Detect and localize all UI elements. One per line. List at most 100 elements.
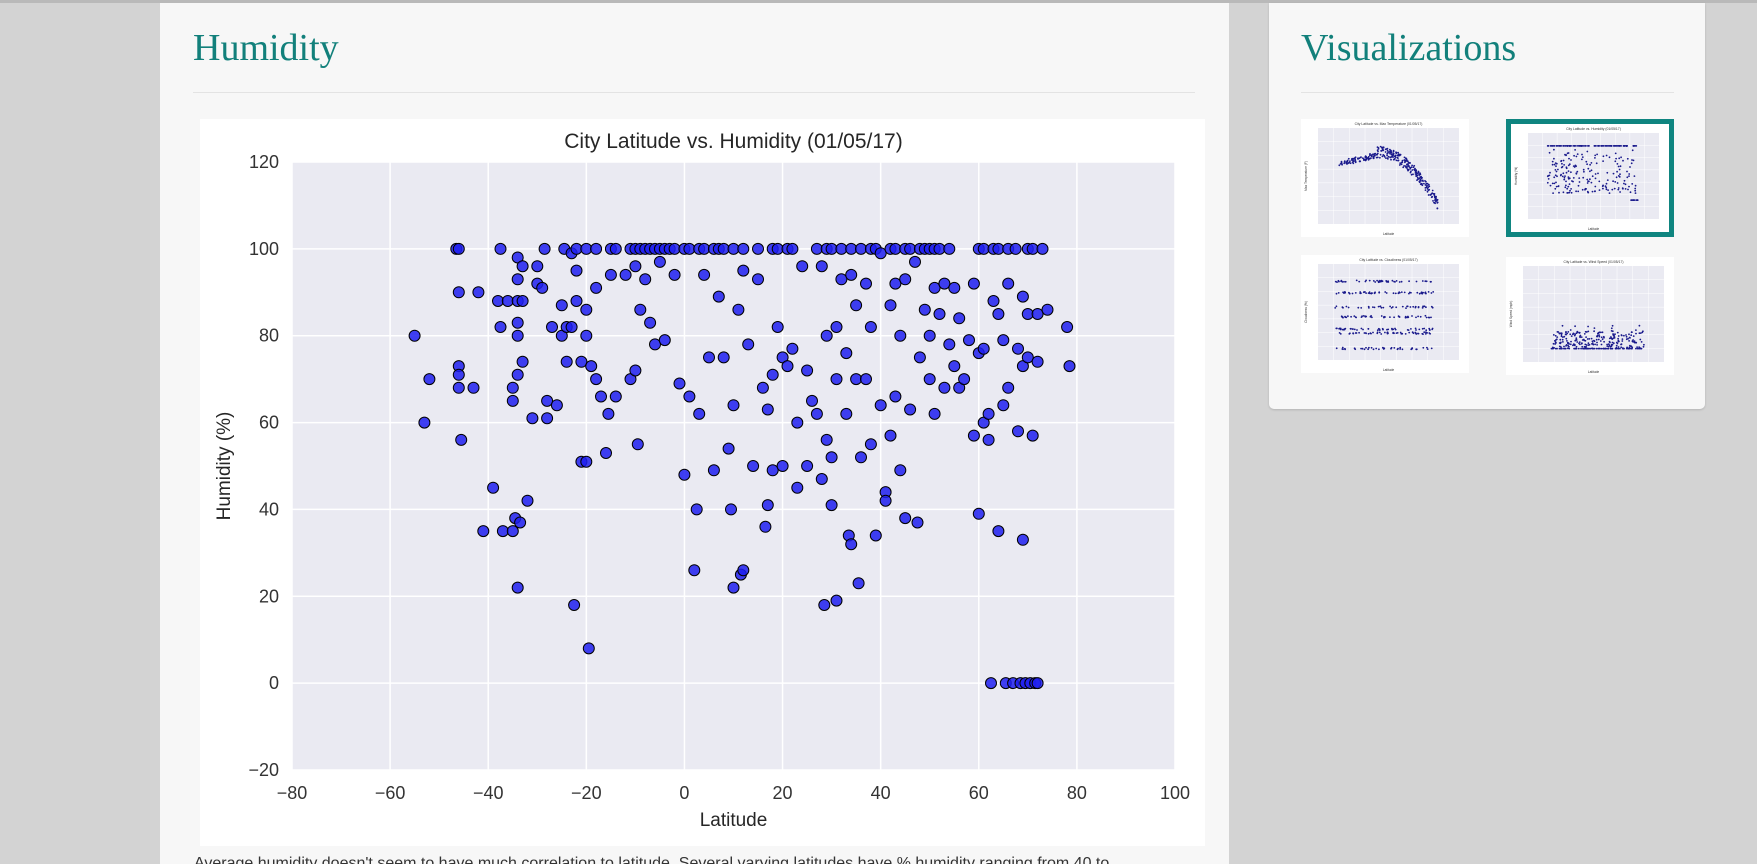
thumbnail-point <box>1601 145 1604 147</box>
thumbnail-point <box>1633 340 1636 343</box>
thumbnail-point <box>1411 169 1414 171</box>
thumbnail-point <box>1632 159 1635 162</box>
data-point <box>604 268 617 281</box>
thumbnail-point <box>1430 347 1433 350</box>
thumbnail-point <box>1561 162 1563 165</box>
thumbnail-point <box>1369 157 1371 160</box>
thumbnail-point <box>1552 342 1555 345</box>
data-point <box>712 290 725 303</box>
thumbnail-point <box>1373 306 1376 309</box>
thumbnail-point <box>1554 187 1557 190</box>
thumbnail-point <box>1600 145 1603 147</box>
data-point <box>766 464 779 477</box>
thumbnail-point <box>1431 189 1434 192</box>
thumbnail-point <box>1628 347 1630 350</box>
thumbnail-point <box>1416 179 1418 181</box>
wind-speed-thumbnail-chart: City Latitude vs. Wind Speed (01/05/17) L… <box>1509 260 1664 374</box>
thumbnail-point <box>1355 279 1358 282</box>
thumbnail-point <box>1607 189 1609 191</box>
thumbnail-point <box>1387 155 1390 158</box>
thumbnail-point <box>1625 335 1628 338</box>
thumbnail-point <box>1616 145 1618 147</box>
thumbnail-point <box>1622 145 1625 147</box>
thumbnail-point <box>1620 346 1623 349</box>
thumbnail-point <box>1335 305 1338 308</box>
thumbnail-point <box>1594 157 1596 159</box>
thumbnail-point <box>1404 157 1407 160</box>
thumbnail-point <box>1638 332 1641 335</box>
data-point <box>830 373 843 386</box>
thumbnail-point <box>1414 327 1417 330</box>
cloudiness-thumbnail[interactable]: City Latitude vs. Cloudiness (01/05/17) L… <box>1301 255 1469 373</box>
humidity-thumbnail[interactable]: City Latitude vs. Humidity (01/05/17) Lat… <box>1506 119 1674 237</box>
thumbnail-point <box>1630 162 1633 165</box>
thumbnail-point <box>1592 343 1595 346</box>
thumbnail-point <box>1383 154 1386 157</box>
thumbnail-point <box>1634 189 1637 192</box>
thumbnail-point <box>1546 175 1549 178</box>
thumbnail-point <box>1339 327 1341 330</box>
tick-labels: −80 −60 −40 −20 0 20 40 60 80 100 −20 0 20 40 60 80 100 1… <box>248 152 1190 803</box>
thumbnail-point <box>1618 168 1621 171</box>
plot-background <box>292 162 1175 770</box>
data-point <box>501 295 514 307</box>
thumbnail-point <box>1397 151 1399 154</box>
thumbnail-point <box>1370 315 1372 317</box>
thumbnail-point <box>1604 185 1607 188</box>
thumbnail-point <box>1427 184 1430 186</box>
data-point <box>845 268 858 281</box>
data-point <box>825 499 838 512</box>
data-point <box>590 373 603 386</box>
thumbnail-point <box>1617 188 1620 191</box>
thumbnail-point <box>1595 338 1598 341</box>
thumbnail-point <box>1548 174 1551 177</box>
thumbnail-point <box>1552 192 1554 194</box>
data-point <box>1002 277 1015 290</box>
data-point <box>852 577 865 590</box>
thumbnail-point <box>1390 156 1393 158</box>
thumbnail-point <box>1612 172 1615 175</box>
data-point <box>820 433 833 446</box>
data-point <box>943 242 956 255</box>
thumbnail-point <box>1624 188 1627 190</box>
data-point <box>452 368 465 381</box>
thumbnail-point <box>1399 162 1402 164</box>
data-point <box>703 351 715 364</box>
temperature-thumbnail[interactable]: City Latitude vs. Max Temperature (01/05… <box>1301 119 1469 237</box>
thumbnail-point <box>1560 333 1563 336</box>
thumbnail-point <box>1606 343 1608 346</box>
thumbnail-point <box>1367 305 1370 308</box>
thumbnail-point <box>1569 333 1572 336</box>
thumbnail-point <box>1416 291 1419 294</box>
data-point <box>840 407 853 420</box>
thumbnail-point <box>1617 335 1620 337</box>
data-point <box>531 260 544 273</box>
thumbnail-point <box>1424 189 1427 191</box>
wind-speed-thumbnail[interactable]: City Latitude vs. Wind Speed (01/05/17) L… <box>1506 257 1674 375</box>
thumbnail-point <box>1570 145 1572 147</box>
thumbnail-point <box>1406 168 1409 171</box>
thumbnail-point <box>1423 305 1426 308</box>
data-point <box>717 351 730 364</box>
thumbnail-point <box>1591 190 1594 193</box>
data-point <box>600 447 612 459</box>
thumbnail-point <box>1578 177 1581 179</box>
thumbnail-point <box>1568 191 1571 194</box>
data-point <box>568 599 581 611</box>
main-panel: Humidity −80 −60 −40 −20 0 20 40 60 80 100 −20 0 20 4… <box>160 3 1229 864</box>
thumbnail-point <box>1596 344 1598 346</box>
data-point <box>928 281 941 294</box>
thumbnail-point <box>1547 145 1550 147</box>
thumbnail-point <box>1569 189 1571 192</box>
data-point <box>1009 242 1022 255</box>
thumbnail-point <box>1372 306 1374 308</box>
thumbnail-point <box>1426 332 1428 334</box>
thumbnail-point <box>1395 332 1398 334</box>
thumbnail-point <box>1579 336 1581 339</box>
humidity-chart-svg: −80 −60 −40 −20 0 20 40 60 80 100 −20 0 20 40 60 80 100 1… <box>214 130 1190 831</box>
data-point <box>609 390 622 403</box>
thumbnail-point <box>1389 305 1391 308</box>
thumbnail-point <box>1555 165 1557 167</box>
thumbnail-point <box>1385 292 1388 294</box>
thumbnail-point <box>1393 332 1395 335</box>
